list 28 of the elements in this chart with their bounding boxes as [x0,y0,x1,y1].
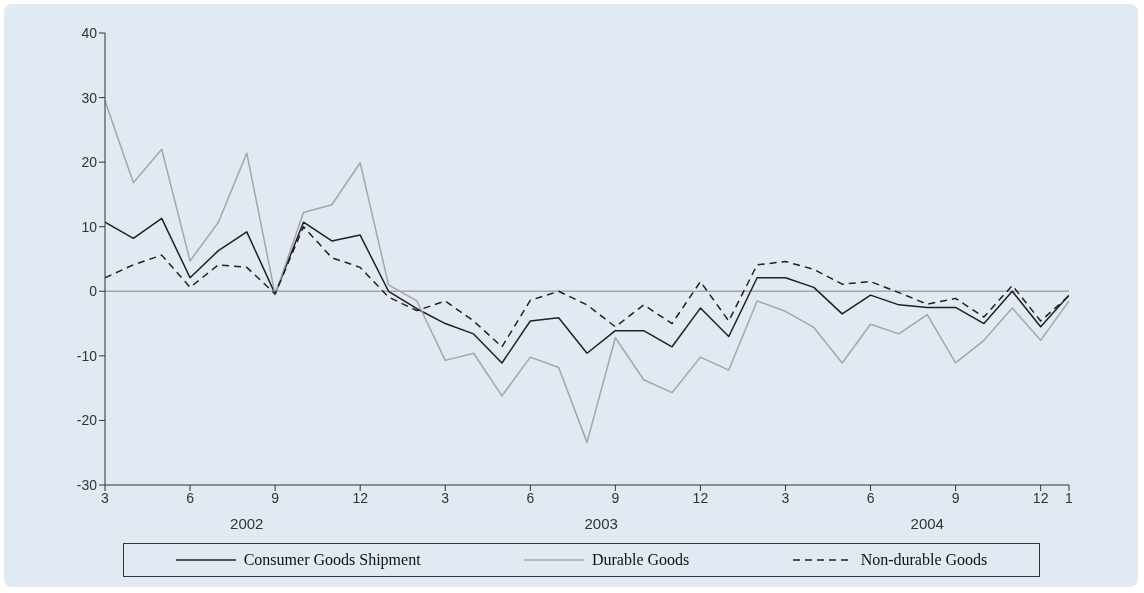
y-tick-label: -30 [76,476,98,493]
x-tick-label: 12 [1032,489,1049,506]
text: 2004 [909,515,945,532]
legend-label: Consumer Goods Shipment [243,551,421,569]
x-tick-label: 9 [271,489,280,506]
x-tick-label: 3 [101,489,110,506]
x-tick-label: 3 [441,489,450,506]
legend-label: Non-durable Goods [860,551,988,569]
x-tick-label: 9 [951,489,960,506]
x-tick-label: 6 [526,489,535,506]
line-series [105,100,1069,444]
x-tick-label: 6 [866,489,875,506]
x-tick-label: 12 [692,489,709,506]
x-tick-label: 1 [1065,489,1074,506]
text: 2002 [229,515,265,532]
y-tick-label: -20 [76,412,98,429]
y-tick-label: 0 [89,283,98,300]
x-tick-label: 6 [186,489,195,506]
x-tick-label: 3 [781,489,790,506]
y-tick-label: -10 [76,347,98,364]
y-tick-label: 10 [81,218,98,235]
y-tick-label: 20 [81,154,98,171]
y-tick-label: 40 [81,24,98,41]
y-tick-label: 30 [81,89,98,106]
legend-label: Durable Goods [591,551,690,569]
x-tick-label: 12 [352,489,369,506]
text: 2003 [583,515,619,532]
x-tick-label: 9 [611,489,620,506]
